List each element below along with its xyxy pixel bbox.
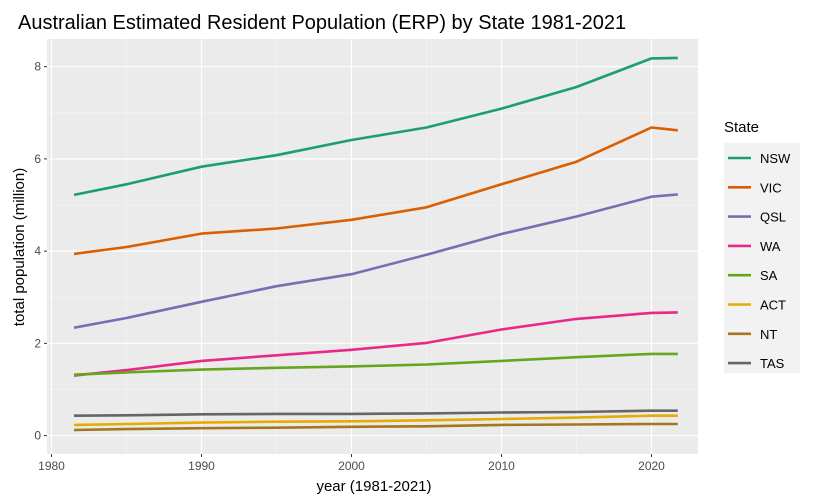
legend-item-sa: SA	[728, 268, 778, 283]
x-tick-label: 2000	[338, 459, 365, 473]
legend-label-nt: NT	[760, 327, 777, 342]
legend-label-vic: VIC	[760, 180, 782, 195]
y-tick-label: 8	[34, 60, 41, 74]
series-line-tas	[73, 409, 678, 417]
series-line-wa	[73, 311, 678, 377]
plot-panel	[47, 39, 698, 454]
series-line-vic	[73, 126, 678, 256]
legend-item-nt: NT	[728, 327, 777, 342]
legend-item-act: ACT	[728, 298, 786, 313]
series-line-qsl	[73, 193, 678, 329]
minor-gridlines	[47, 39, 698, 454]
legend: State NSW VIC QSL WA SA ACT NT TAS	[724, 119, 800, 373]
x-axis-title: year (1981-2021)	[316, 478, 431, 495]
x-axis-ticks: 1980 1990 2000 2010 2020	[38, 454, 665, 473]
y-axis-title: total population (million)	[11, 168, 28, 326]
legend-title: State	[724, 119, 759, 136]
series-line-act	[73, 414, 678, 427]
series-line-sa	[73, 352, 678, 376]
legend-item-qsl: QSL	[728, 210, 786, 225]
legend-item-wa: WA	[728, 239, 781, 254]
legend-label-qsl: QSL	[760, 210, 786, 225]
legend-label-sa: SA	[760, 268, 778, 283]
series-line-nt	[73, 422, 678, 432]
legend-label-nsw: NSW	[760, 151, 791, 166]
chart-title: Australian Estimated Resident Population…	[18, 12, 626, 34]
y-tick-label: 4	[34, 244, 41, 258]
x-tick-label: 2020	[638, 459, 665, 473]
legend-item-nsw: NSW	[728, 151, 791, 166]
y-tick-label: 0	[34, 429, 41, 443]
legend-item-tas: TAS	[728, 356, 785, 371]
legend-item-vic: VIC	[728, 180, 782, 195]
legend-label-wa: WA	[760, 239, 781, 254]
y-axis-ticks: 0 2 4 6 8	[34, 60, 47, 443]
y-tick-label: 2	[34, 336, 41, 350]
x-tick-label: 2010	[488, 459, 515, 473]
legend-items: NSW VIC QSL WA SA ACT NT TAS	[728, 151, 791, 371]
series-line-nsw	[73, 56, 678, 197]
legend-label-act: ACT	[760, 298, 786, 313]
legend-label-tas: TAS	[760, 356, 785, 371]
x-tick-label: 1990	[188, 459, 215, 473]
x-tick-label: 1980	[38, 459, 65, 473]
y-tick-label: 6	[34, 152, 41, 166]
major-gridlines	[47, 39, 698, 454]
series-lines	[73, 56, 678, 432]
